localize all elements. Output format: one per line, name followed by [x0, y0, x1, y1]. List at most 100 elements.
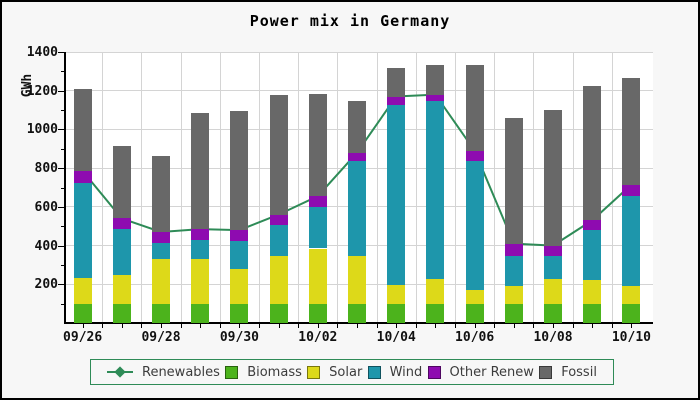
legend-label: Solar: [329, 364, 363, 380]
x-axis-line: [64, 322, 653, 324]
v-gridline: [219, 52, 221, 323]
y-tick-label: 400: [34, 238, 58, 254]
legend-swatch-icon: [307, 365, 321, 379]
y-tick: [61, 71, 64, 73]
bar-segment-other-renew: [465, 150, 484, 162]
bar-segment-solar: [583, 280, 602, 304]
y-tick-label: 200: [34, 277, 58, 293]
renewables-line-diamond-icon: [107, 366, 133, 378]
stacked-bar-10/05: [426, 52, 445, 323]
bar-segment-fossil: [387, 68, 406, 97]
bar-segment-solar: [465, 290, 484, 304]
bar-segment-wind: [269, 225, 288, 257]
x-minor-tick: [337, 324, 339, 328]
y-tick-label: 600: [34, 199, 58, 215]
v-gridline: [259, 52, 261, 323]
v-gridline: [337, 52, 339, 323]
v-gridline: [572, 52, 574, 323]
x-tick: [317, 324, 319, 328]
bar-segment-biomass: [269, 303, 288, 323]
v-gridline: [494, 52, 496, 323]
x-tick: [200, 324, 202, 328]
bar-segment-wind: [583, 230, 602, 281]
x-tick: [121, 324, 123, 328]
y-tick-label: 1000: [26, 122, 58, 138]
bar-segment-other-renew: [191, 229, 210, 240]
bar-segment-solar: [426, 279, 445, 304]
x-tick-label: 10/08: [533, 330, 573, 345]
y-tick: [61, 303, 64, 305]
x-tick-label: 09/28: [141, 330, 181, 345]
x-tick-label: 10/10: [611, 330, 651, 345]
bar-segment-fossil: [152, 155, 171, 233]
stacked-bar-10/09: [583, 52, 602, 323]
x-tick-label: 09/26: [63, 330, 103, 345]
x-tick: [631, 324, 633, 328]
bar-segment-biomass: [622, 303, 641, 323]
bar-segment-solar: [387, 285, 406, 304]
x-tick-label: 10/06: [455, 330, 495, 345]
bar-segment-solar: [504, 286, 523, 304]
bar-segment-fossil: [544, 110, 563, 246]
bar-segment-other-renew: [583, 220, 602, 231]
x-minor-tick: [572, 324, 574, 328]
y-tick: [61, 110, 64, 112]
stacked-bar-10/06: [465, 52, 484, 323]
bar-segment-biomass: [583, 303, 602, 323]
legend-item-other-renew: Other Renew: [427, 365, 534, 380]
y-tick-label: 1400: [26, 45, 58, 60]
bar-segment-biomass: [544, 303, 563, 323]
bar-segment-other-renew: [622, 184, 641, 197]
x-minor-tick: [611, 324, 613, 328]
stacked-bar-09/30: [230, 52, 249, 323]
x-minor-tick: [141, 324, 143, 328]
legend-item-fossil: Fossil: [539, 365, 597, 380]
x-minor-tick: [298, 324, 300, 328]
bar-segment-wind: [544, 256, 563, 280]
bar-segment-biomass: [465, 303, 484, 323]
x-tick: [396, 324, 398, 328]
x-tick: [278, 324, 280, 328]
bar-segment-other-renew: [504, 243, 523, 257]
x-minor-tick: [455, 324, 457, 328]
y-tick: [58, 129, 64, 131]
bar-segment-solar: [308, 248, 327, 304]
y-tick: [61, 264, 64, 266]
v-gridline: [141, 52, 143, 323]
x-minor-tick: [415, 324, 417, 328]
chart-title: Power mix in Germany: [249, 12, 451, 30]
legend-item-wind: Wind: [367, 364, 423, 380]
bar-segment-other-renew: [544, 245, 563, 257]
y-tick-label: 800: [34, 161, 58, 177]
y-tick: [58, 90, 64, 92]
bar-segment-biomass: [152, 303, 171, 323]
x-tick: [553, 324, 555, 328]
bar-segment-other-renew: [308, 196, 327, 207]
y-tick: [61, 187, 64, 189]
bar-segment-biomass: [73, 303, 92, 323]
legend-label: Renewables: [142, 364, 220, 380]
bar-segment-solar: [348, 256, 367, 304]
bar-segment-other-renew: [73, 171, 92, 183]
bar-segment-other-renew: [269, 214, 288, 226]
x-tick: [239, 324, 241, 328]
stacked-bar-10/10: [622, 52, 641, 323]
bar-segment-biomass: [112, 303, 131, 323]
bar-segment-other-renew: [152, 232, 171, 243]
x-minor-tick: [533, 324, 535, 328]
x-minor-tick: [102, 324, 104, 328]
legend-label: Wind: [389, 364, 423, 380]
x-minor-tick: [494, 324, 496, 328]
legend-label: Biomass: [247, 364, 302, 380]
bar-segment-wind: [387, 105, 406, 286]
bar-segment-solar: [622, 286, 641, 304]
bar-segment-other-renew: [348, 152, 367, 162]
bar-segment-wind: [73, 182, 92, 278]
bar-segment-fossil: [348, 101, 367, 153]
bar-segment-fossil: [73, 88, 92, 172]
h-gridline: [65, 90, 653, 92]
bar-segment-wind: [504, 256, 523, 287]
stacked-bar-10/04: [387, 52, 406, 323]
x-minor-tick: [180, 324, 182, 328]
bar-segment-other-renew: [230, 230, 249, 241]
